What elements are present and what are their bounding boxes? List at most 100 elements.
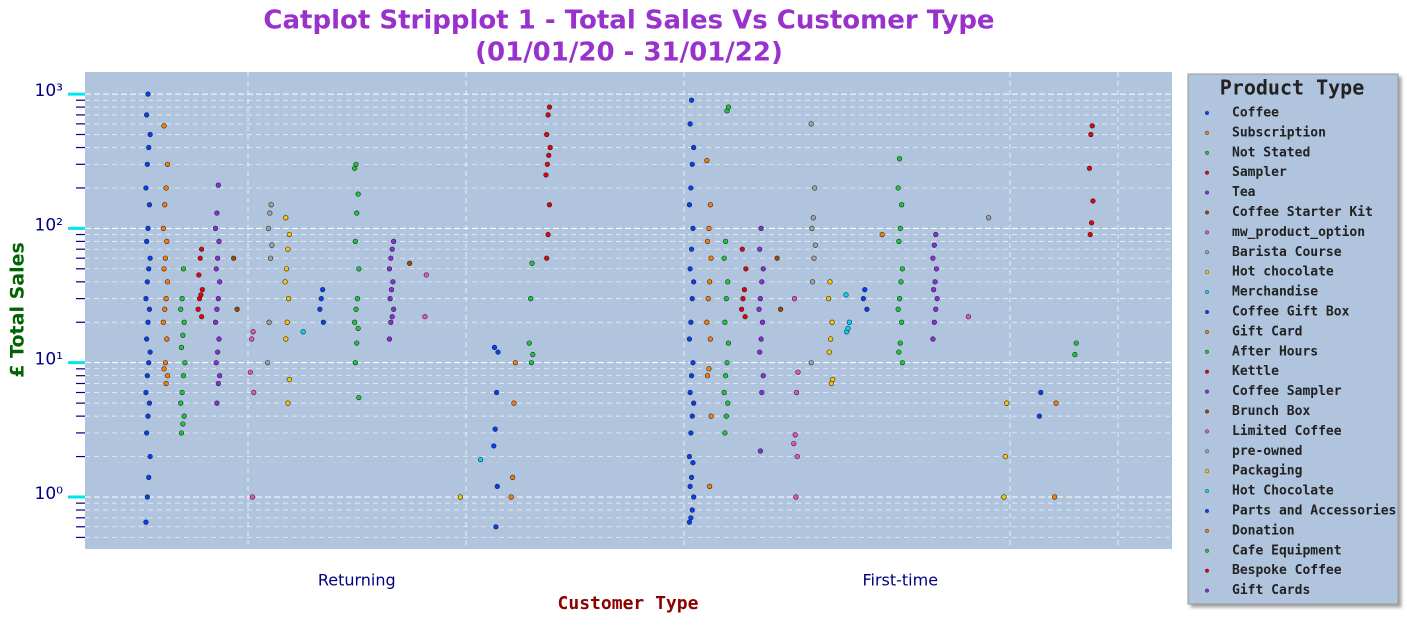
strip-point: [180, 266, 187, 272]
strip-point: [543, 172, 549, 178]
legend-marker: [1204, 449, 1209, 454]
legend-label: mw_product_option: [1232, 225, 1365, 240]
strip-point: [686, 453, 693, 460]
strip-point: [356, 266, 362, 272]
strip-point: [495, 349, 501, 355]
strip-point: [933, 266, 940, 272]
strip-point: [143, 296, 149, 302]
strip-point: [759, 279, 765, 285]
strip-point: [899, 202, 905, 208]
legend-marker: [1204, 250, 1209, 255]
strip-point: [721, 255, 727, 261]
legend-marker: [1204, 389, 1209, 394]
strip-point: [547, 144, 553, 151]
strip-point: [179, 389, 185, 396]
strip-point: [774, 255, 780, 261]
strip-point: [721, 389, 727, 396]
legend-label: Kettle: [1232, 364, 1279, 379]
strip-point: [687, 121, 693, 127]
strip-point: [147, 349, 153, 355]
x-grid: [247, 72, 1119, 549]
strip-point: [1052, 494, 1058, 500]
strip-point: [879, 231, 885, 238]
strip-point: [163, 380, 169, 387]
legend-marker: [1204, 190, 1209, 195]
strip-point: [704, 373, 711, 379]
strip-point: [268, 202, 274, 208]
strip-point: [528, 360, 534, 366]
strip-point: [691, 144, 697, 151]
strip-point: [355, 191, 361, 197]
strip-point: [757, 349, 763, 355]
strip-point: [199, 246, 205, 252]
strip-point: [897, 340, 903, 346]
legend-box: [1187, 73, 1399, 605]
strip-point: [723, 296, 729, 302]
strip-point: [826, 349, 832, 355]
strip-point: [180, 421, 186, 427]
strip-point: [146, 360, 152, 366]
strip-point: [508, 494, 514, 500]
legend-marker: [1204, 150, 1209, 155]
strip-point: [283, 215, 289, 221]
strip-point: [494, 483, 500, 489]
strip-point: [144, 238, 150, 244]
strip-point: [1087, 231, 1093, 238]
strip-point: [144, 336, 150, 342]
strip-point: [791, 296, 798, 302]
strip-point: [688, 373, 695, 379]
strip-point: [215, 255, 221, 261]
legend-marker: [1204, 230, 1209, 235]
strip-point: [528, 296, 534, 302]
strip-point: [353, 306, 359, 312]
strip-point: [895, 306, 901, 312]
legend-marker: [1204, 489, 1209, 494]
strip-point: [147, 131, 153, 138]
strip-point: [195, 306, 201, 312]
strip-point: [812, 185, 818, 191]
strip-point: [144, 494, 150, 500]
strip-point: [897, 225, 903, 231]
strip-point: [146, 144, 152, 151]
strip-point: [286, 231, 292, 238]
strip-point: [146, 306, 153, 312]
x-axis-label: Customer Type: [558, 593, 699, 614]
strip-point: [691, 494, 697, 500]
strip-point: [267, 255, 274, 261]
strip-point: [199, 314, 205, 320]
strip-point: [965, 314, 972, 320]
strip-point: [249, 336, 255, 342]
strip-point: [352, 360, 358, 366]
strip-point: [758, 225, 764, 231]
strip-point: [689, 413, 695, 419]
strip-point: [757, 296, 764, 302]
strip-point: [544, 161, 550, 167]
strip-point: [457, 494, 464, 500]
strip-point: [707, 483, 713, 489]
strip-point: [423, 272, 429, 278]
strip-point: [743, 266, 749, 272]
strip-point: [739, 246, 745, 252]
legend-marker: [1204, 369, 1209, 374]
strip-point: [180, 373, 187, 379]
strip-point: [930, 336, 936, 342]
legend-marker: [1204, 548, 1209, 553]
legend-marker: [1204, 409, 1209, 414]
strip-point: [690, 460, 696, 466]
strip-point: [231, 255, 237, 261]
strip-point: [810, 215, 816, 221]
strip-point: [318, 296, 324, 302]
strip-point: [145, 91, 151, 97]
strip-point: [706, 225, 712, 231]
legend-label: Bespoke Coffee: [1232, 563, 1342, 578]
strip-point: [827, 279, 833, 285]
strip-point: [386, 336, 393, 342]
strip-point: [689, 161, 695, 167]
strip-point: [388, 255, 394, 261]
legend-label: Coffee Sampler: [1232, 384, 1342, 399]
legend-label: Tea: [1232, 185, 1256, 200]
legend-label: Hot chocolate: [1232, 265, 1334, 280]
legend-marker: [1204, 110, 1209, 115]
strip-point: [212, 225, 219, 231]
strip-point: [199, 287, 205, 293]
